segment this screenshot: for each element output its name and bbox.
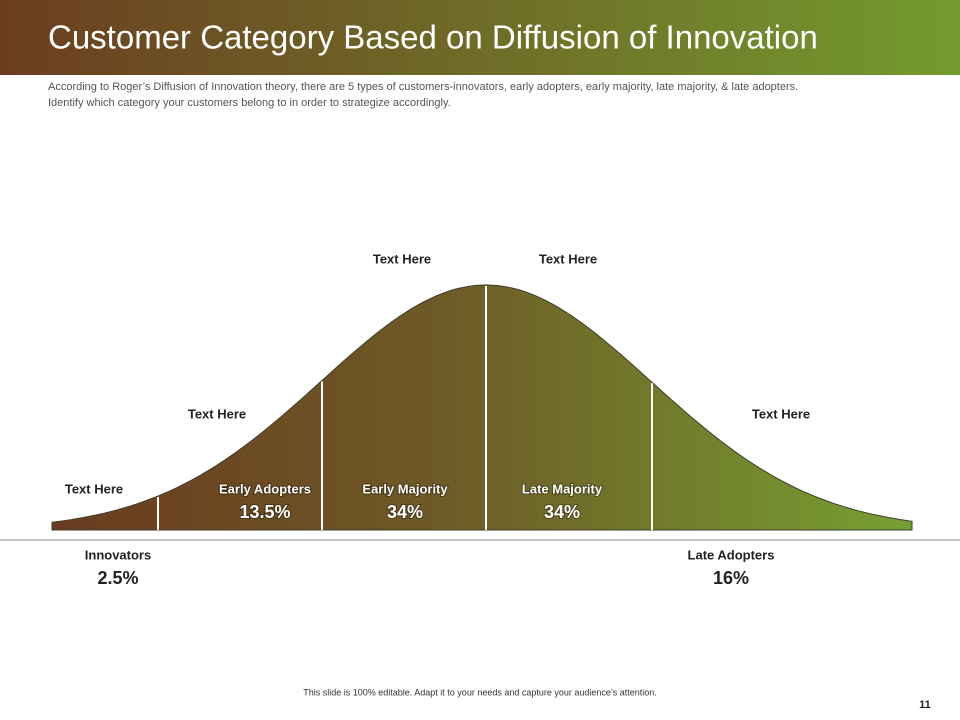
segment-percent: 34% — [544, 502, 580, 522]
segment-label: Late Adopters — [688, 547, 775, 562]
segment-percent: 13.5% — [239, 502, 290, 522]
segment-label: Early Adopters — [219, 481, 311, 496]
segment-percent: 34% — [387, 502, 423, 522]
curve-note: Text Here — [373, 251, 431, 266]
description: According to Roger’s Diffusion of Innova… — [48, 81, 798, 93]
dividers — [157, 286, 653, 530]
segment-percent: 16% — [713, 568, 749, 588]
curve-note: Text Here — [539, 251, 597, 266]
header-bar — [0, 0, 960, 75]
description: Identify which category your customers b… — [48, 97, 451, 109]
bell-curve — [51, 284, 913, 531]
page-number: 11 — [919, 699, 931, 711]
segment-percent: 2.5% — [97, 568, 138, 588]
segment-label: Innovators — [85, 547, 151, 562]
curve-note: Text Here — [188, 406, 246, 421]
segment-label: Early Majority — [362, 481, 448, 496]
footer-note: This slide is 100% editable. Adapt it to… — [303, 687, 657, 697]
curve-note: Text Here — [752, 406, 810, 421]
title: Customer Category Based on Diffusion of … — [48, 19, 818, 56]
segment-label: Late Majority — [522, 481, 603, 496]
curve-note: Text Here — [65, 481, 123, 496]
